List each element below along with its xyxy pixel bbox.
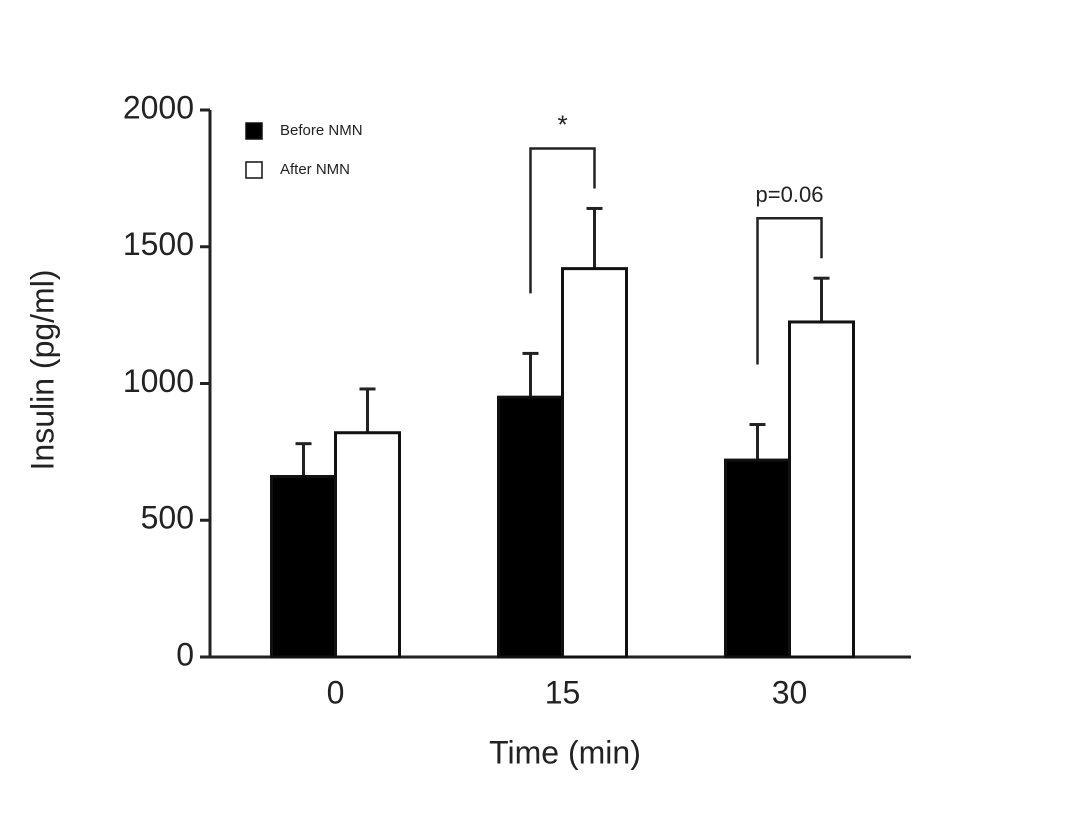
significance-bracket — [756, 216, 823, 365]
x-tick-label: 30 — [772, 674, 808, 710]
legend-label: Before NMN — [280, 122, 363, 139]
bar — [724, 458, 791, 659]
y-axis-label: Insulin (pg/ml) — [24, 270, 60, 471]
y-tick-label: 1500 — [123, 226, 194, 262]
annotation: * — [557, 109, 567, 139]
bar — [334, 431, 401, 659]
annotation: p=0.06 — [756, 182, 824, 207]
y-tick-label: 500 — [141, 500, 194, 536]
x-tick-label: 0 — [327, 674, 345, 710]
x-tick-label: 15 — [545, 674, 581, 710]
y-tick-label: 2000 — [123, 89, 194, 125]
bar — [788, 320, 855, 659]
legend-swatch — [245, 161, 263, 179]
significance-bracket — [529, 147, 596, 294]
legend-swatch — [245, 122, 263, 140]
x-axis-label: Time (min) — [489, 734, 641, 770]
bar — [270, 474, 337, 659]
bar — [497, 395, 564, 659]
y-tick-label: 0 — [176, 636, 194, 672]
y-tick-label: 1000 — [123, 363, 194, 399]
bar — [561, 267, 628, 659]
legend-label: After NMN — [280, 161, 350, 178]
